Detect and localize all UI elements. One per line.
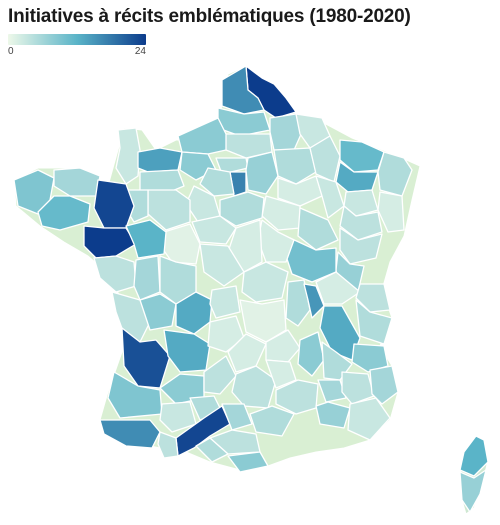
department-meuse (309, 135, 341, 183)
department-doubs (339, 227, 383, 265)
department-pas-de-calais (221, 65, 265, 115)
department-puy-de-dome (239, 299, 287, 343)
department-cote-dor (297, 207, 339, 251)
department-pyrenees-atlantiques (99, 419, 161, 449)
department-vendee (93, 255, 137, 293)
department-seine-maritime (177, 117, 227, 155)
department-indre (199, 243, 245, 287)
department-alpes-de-haute-provence (341, 371, 375, 405)
department-charente (139, 293, 177, 331)
department-bouches-du-rhone (315, 401, 351, 429)
department-haute-saone (339, 205, 383, 241)
legend-gradient-bar (8, 34, 146, 45)
department-gers (159, 401, 197, 433)
department-haute-corse (459, 435, 489, 477)
department-haute-marne (315, 175, 345, 219)
department-ardeche (297, 331, 325, 377)
map-title: Initiatives à récits emblématiques (1980… (8, 6, 411, 27)
department-ain (315, 271, 361, 305)
department-tarn (221, 403, 253, 431)
department-creuse (209, 285, 241, 319)
department-hautes-pyrenees (157, 431, 179, 459)
department-lozere (265, 359, 297, 389)
department-var (347, 397, 391, 441)
department-allier (241, 261, 289, 303)
department-corse-du-sud (459, 469, 487, 513)
department-savoie (355, 299, 393, 345)
department-herault (249, 405, 295, 437)
department-alpes-maritimes (369, 365, 399, 405)
department-loire (285, 279, 311, 327)
department-ariege (195, 437, 229, 463)
department-haute-savoie (355, 283, 391, 313)
department-lot (203, 355, 237, 395)
department-calvados (137, 147, 183, 173)
department-haut-rhin (377, 191, 405, 233)
legend-max-label: 24 (134, 46, 146, 57)
department-vaucluse (317, 379, 347, 403)
department-pyrenees-orientales (227, 451, 269, 473)
department-seine-et-marne (245, 151, 279, 195)
department-deux-sevres (133, 255, 161, 301)
department-loir-et-cher (191, 215, 237, 245)
department-yvelines (199, 167, 235, 197)
department-marne (273, 147, 317, 185)
department-maine-et-loire (125, 219, 167, 259)
legend-min-label: 0 (8, 46, 14, 57)
department-vosges (343, 189, 379, 217)
department-cantal (227, 333, 267, 373)
department-loire-atlantique (83, 225, 137, 259)
department-rhone (303, 283, 325, 319)
department-gironde (121, 327, 171, 389)
department-haute-loire (265, 329, 301, 363)
department-morbihan (37, 195, 91, 231)
color-legend: 0 24 (8, 34, 146, 57)
department-manche (115, 127, 141, 185)
